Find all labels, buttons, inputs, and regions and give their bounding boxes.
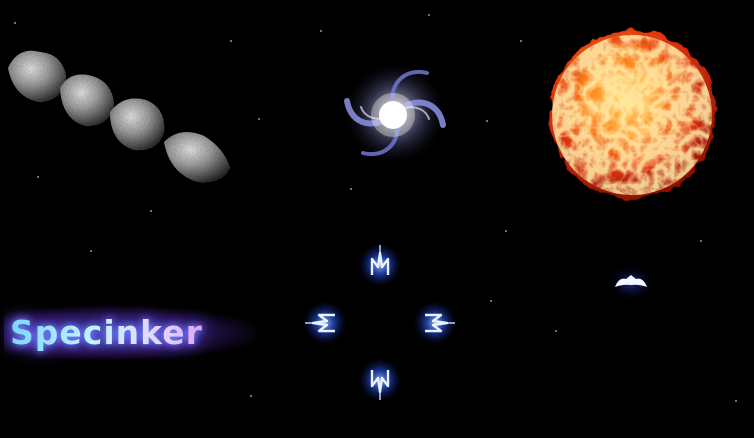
- star: [700, 240, 702, 242]
- star: [320, 30, 322, 32]
- star: [428, 14, 430, 16]
- star: [350, 188, 352, 190]
- star: [520, 40, 522, 42]
- star: [490, 300, 492, 302]
- ship-down: [358, 358, 402, 402]
- ship-left: [303, 301, 347, 345]
- star: [258, 118, 260, 120]
- asteroid-chain-icon: [0, 40, 240, 190]
- star: [14, 22, 16, 24]
- fiery-sun-icon: [540, 20, 725, 210]
- star: [486, 120, 488, 122]
- ship-up: [358, 243, 402, 287]
- enemy-ship-icon: [606, 262, 656, 302]
- star: [505, 230, 507, 232]
- spiral-galaxy-icon: [335, 55, 455, 175]
- game-logo: Specinker: [10, 310, 250, 356]
- star: [150, 210, 152, 212]
- star: [250, 395, 252, 397]
- star: [90, 250, 92, 252]
- player-ship-icon: [295, 235, 465, 410]
- star: [555, 330, 557, 332]
- ship-right: [413, 301, 457, 345]
- star: [735, 400, 737, 402]
